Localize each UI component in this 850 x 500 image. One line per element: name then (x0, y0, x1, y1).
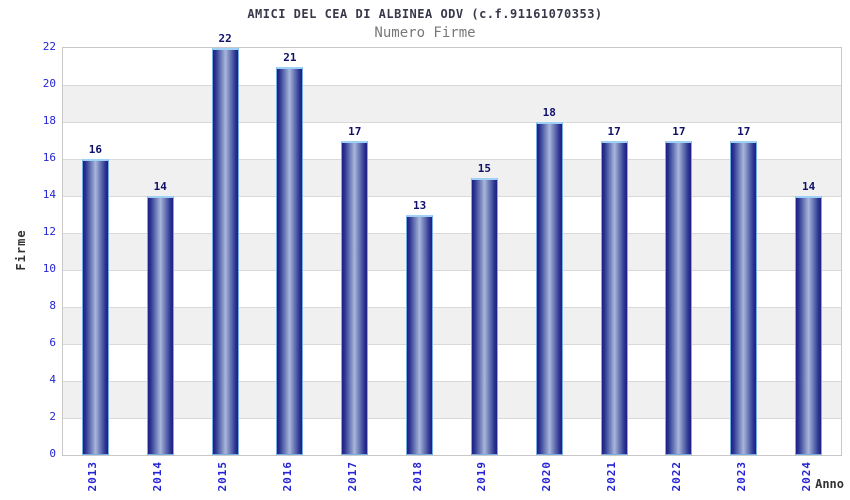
chart-title: AMICI DEL CEA DI ALBINEA ODV (c.f.911610… (247, 7, 603, 21)
x-tick-label: 2019 (475, 461, 489, 492)
y-tick-label: 14 (42, 188, 56, 201)
bar-value-label: 13 (412, 198, 427, 212)
plot-area: 16 14 22 21 17 13 15 18 17 17 17 14 (62, 32, 842, 456)
x-tick-label: 2023 (734, 461, 748, 492)
bar-value-label: 16 (88, 143, 103, 156)
bar (276, 66, 304, 455)
bar-value-label: 21 (283, 50, 297, 64)
grid-band (63, 85, 841, 122)
x-axis-title: Anno (815, 477, 844, 491)
bar (470, 177, 498, 455)
bar (211, 48, 239, 455)
bar (81, 159, 109, 455)
x-tick-label: 2015 (216, 461, 230, 492)
bar-value-label: 15 (477, 161, 492, 175)
bar-value-label: 17 (672, 124, 686, 138)
y-tick-label: 2 (49, 410, 56, 423)
x-tick-label: 2014 (151, 461, 165, 492)
chart-subtitle: Numero Firme (374, 25, 476, 41)
x-tick-label: 2018 (410, 461, 424, 492)
y-tick-label: 0 (49, 447, 56, 460)
bar-value-label: 17 (348, 124, 362, 138)
y-tick-label: 20 (42, 77, 56, 90)
gridline (63, 122, 841, 123)
gridline (63, 418, 841, 419)
y-tick-label: 12 (42, 225, 56, 238)
y-tick-label: 10 (42, 262, 56, 275)
grid-band (63, 381, 841, 418)
bar-value-label: 17 (607, 124, 621, 138)
bar-value-label: 18 (542, 106, 556, 119)
gridline (63, 307, 841, 308)
gridline (63, 381, 841, 382)
y-tick-label: 18 (42, 114, 56, 127)
x-tick-label: 2013 (86, 461, 100, 492)
bar-value-label: 17 (737, 124, 751, 138)
bar (795, 196, 823, 455)
bar-value-label: 14 (153, 180, 167, 193)
x-tick-label: 2017 (345, 461, 359, 492)
y-tick-label: 4 (49, 373, 56, 386)
grid-band (63, 307, 841, 344)
gridline (63, 344, 841, 345)
y-tick-label: 16 (42, 151, 56, 164)
x-tick-label: 2020 (540, 461, 554, 492)
gridline (63, 159, 841, 160)
bar (406, 214, 434, 455)
y-tick-label: 8 (49, 299, 56, 312)
x-tick-label: 2021 (605, 461, 619, 492)
bar-value-label: 14 (801, 180, 816, 193)
bar (146, 196, 174, 455)
gridline (63, 196, 841, 197)
gridline (63, 85, 841, 86)
x-tick-label: 2024 (799, 461, 813, 492)
y-tick-label: 6 (49, 336, 56, 349)
x-tick-label: 2022 (669, 461, 683, 492)
bar (730, 140, 758, 455)
gridline (63, 233, 841, 234)
grid-band (63, 233, 841, 270)
x-tick-label: 2016 (280, 461, 294, 492)
y-tick-label: 22 (42, 40, 56, 53)
gridline (63, 270, 841, 271)
bar (535, 122, 563, 455)
bar (600, 140, 628, 455)
grid-band (63, 159, 841, 196)
bar (665, 140, 693, 455)
bar-value-label: 22 (218, 32, 232, 45)
bar (341, 140, 369, 455)
